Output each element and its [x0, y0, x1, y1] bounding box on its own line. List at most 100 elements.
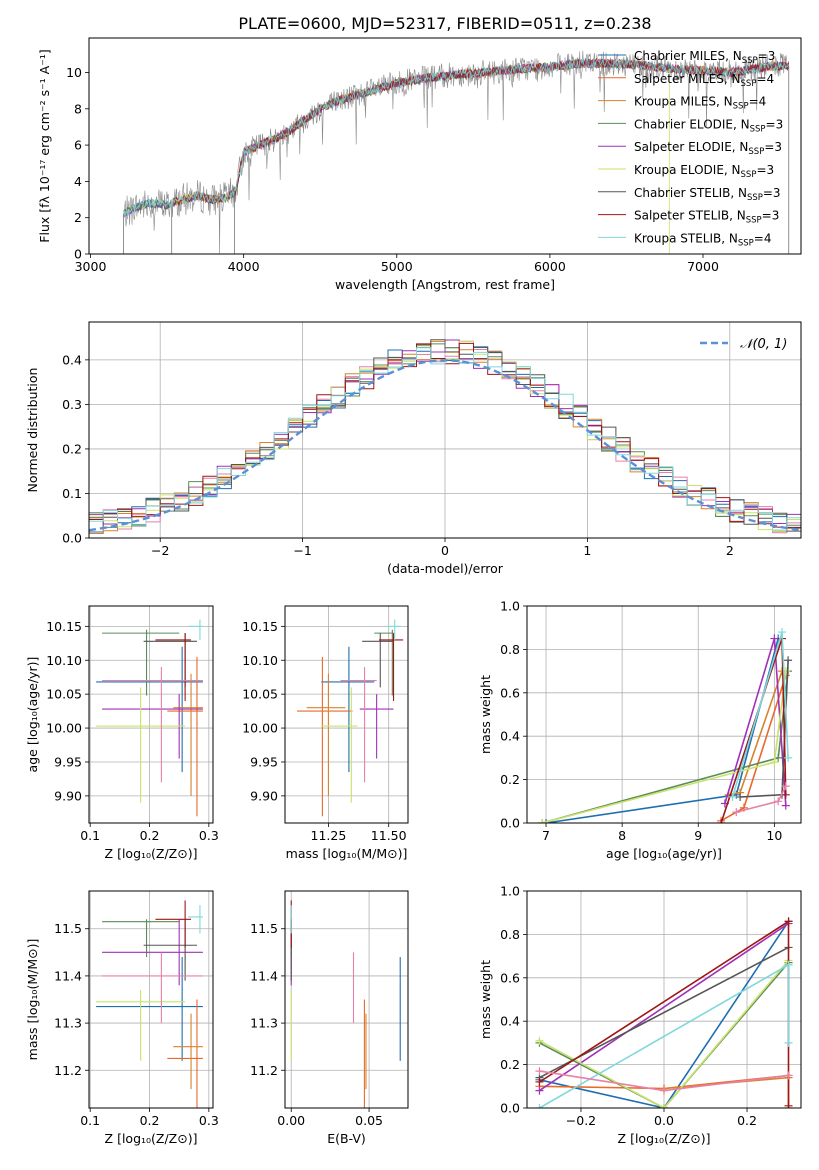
x-axis-label: (data-model)/error — [387, 561, 504, 576]
weight-line-5 — [539, 959, 790, 1108]
weight-line-3 — [541, 671, 789, 823]
y-tick-label: 10.00 — [46, 721, 82, 736]
weight-marker-8 — [784, 1038, 793, 1047]
weight-marker-6 — [784, 656, 793, 665]
x-axis-label: Z [log₁₀(Z/Z⊙)] — [105, 1131, 198, 1146]
x-tick-label: 0.1 — [80, 1113, 100, 1128]
y-tick-label: 0.2 — [500, 1057, 520, 1072]
x-tick-label: 0 — [441, 543, 449, 558]
weight-marker-5 — [660, 1104, 668, 1108]
weight-marker-7 — [781, 790, 790, 799]
y-tick-label: 8 — [74, 101, 82, 116]
weight-marker-7 — [717, 819, 726, 823]
y-axis-label: age [log₁₀(age/yr)] — [25, 657, 40, 773]
panel-mass_vs_Z: 0.1 0.2 0.3 11.2 11.3 11.4 11.5 Z [log₁₀(Z/Z⊙)]… — [25, 890, 219, 1146]
plot-area — [527, 891, 801, 1108]
y-tick-label: 0.8 — [500, 642, 520, 657]
panel-residuals: −2 −1 0 1 2 0.0 0.1 0.2 0.3 0.4 (data-model)/error… — [25, 321, 802, 576]
weight-marker-9 — [774, 797, 783, 806]
weight-marker-8 — [728, 792, 737, 801]
legend-entry: Chabrier ELODIE, NSSP=3 — [634, 117, 783, 134]
y-tick-label: 0.2 — [62, 441, 82, 456]
x-tick-label: 0.2 — [140, 828, 160, 843]
plot-area — [527, 606, 801, 823]
legend: Chabrier MILES, NSSP=3 Salpeter MILES, NS… — [598, 49, 783, 248]
weight-marker-8 — [535, 1104, 544, 1108]
x-tick-label: 0.1 — [80, 828, 100, 843]
weight-marker-0 — [542, 819, 551, 823]
panel-spectrum: 3000 4000 5000 6000 7000 0 2 4 6 8 10 wavelength [A… — [37, 37, 802, 292]
weight-marker-5 — [535, 1036, 544, 1045]
weight-marker-9 — [732, 808, 741, 817]
weight-marker-4 — [535, 1086, 544, 1095]
legend-entry: Kroupa MILES, NSSP=4 — [634, 95, 766, 112]
y-tick-label: 9.95 — [250, 754, 278, 769]
axes-frame — [88, 605, 214, 824]
y-tick-label: 1.0 — [500, 599, 520, 614]
y-tick-label: 4 — [74, 174, 82, 189]
plot-area — [89, 891, 213, 1108]
y-axis-label: Flux [fλ 10⁻¹⁷ erg cm⁻² s⁻¹ A⁻¹] — [37, 49, 52, 242]
weight-marker-9 — [660, 1086, 668, 1095]
y-tick-label: 0.8 — [500, 927, 520, 942]
weight-marker-9 — [784, 1071, 793, 1080]
y-tick-label: 0.1 — [62, 486, 82, 501]
x-tick-label: 0.3 — [199, 1113, 219, 1128]
legend-entry: 𝒩(0, 1) — [740, 337, 787, 352]
axes-frame — [88, 321, 802, 539]
plot-area — [89, 606, 213, 823]
x-tick-label: 8 — [618, 828, 626, 843]
panel-age_vs_mass: 11.25 11.50 9.90 9.95 10.00 10.05 10.10 10.15 ma… — [242, 605, 409, 861]
y-tick-label: 0.6 — [500, 685, 520, 700]
y-tick-label: 11.5 — [54, 921, 82, 936]
panel-age_vs_Z: 0.1 0.2 0.3 9.90 9.95 10.00 10.05 10.10 10.15 Z [… — [25, 605, 219, 861]
x-tick-label: 0.00 — [277, 1113, 305, 1128]
weight-marker-8 — [777, 628, 786, 637]
weight-marker-5 — [538, 819, 547, 823]
x-tick-label: 0.2 — [737, 1113, 757, 1128]
x-tick-label: 0.3 — [199, 828, 219, 843]
y-tick-label: 0.3 — [62, 397, 82, 412]
weight-line-3 — [539, 962, 790, 1108]
weight-marker-7 — [535, 1077, 544, 1086]
axes-frame — [526, 605, 802, 824]
x-axis-label: age [log₁₀(age/yr)] — [606, 846, 722, 861]
y-tick-label: 0.0 — [62, 531, 82, 546]
y-axis-label: mass [log₁₀(M/M⊙)] — [25, 939, 40, 1061]
legend-entry: Kroupa STELIB, NSSP=4 — [634, 231, 772, 248]
weight-marker-7 — [784, 1101, 793, 1108]
panel-massweight_vs_Z: −0.2 0.0 0.2 0.0 0.2 0.4 0.6 0.8 1.0 Z [log₁₀(Z/Z… — [478, 884, 802, 1146]
normal-curve — [89, 359, 801, 532]
y-tick-label: 2 — [74, 210, 82, 225]
y-tick-label: 10.05 — [242, 687, 278, 702]
legend-entry: Salpeter STELIB, NSSP=3 — [634, 209, 779, 226]
y-tick-label: 10.00 — [242, 721, 278, 736]
x-tick-label: 2 — [726, 543, 734, 558]
y-tick-label: 0.4 — [62, 352, 82, 367]
weight-marker-5 — [770, 758, 779, 767]
weight-marker-8 — [784, 960, 793, 969]
legend-entry: Chabrier MILES, NSSP=3 — [634, 49, 775, 66]
weight-marker-8 — [784, 753, 793, 762]
x-tick-label: 7000 — [687, 259, 719, 274]
residual-histogram-8 — [89, 347, 801, 531]
y-tick-label: 0.2 — [500, 772, 520, 787]
legend-entry: Chabrier STELIB, NSSP=3 — [634, 186, 781, 203]
weight-marker-9 — [781, 782, 790, 791]
y-tick-label: 6 — [74, 138, 82, 153]
plot-area — [123, 50, 790, 254]
plot-area — [285, 606, 408, 823]
panel-mass_vs_ebv: 0.00 0.05 11.2 11.3 11.4 11.5 E(B-V) — [250, 890, 409, 1146]
y-tick-label: 11.2 — [54, 1063, 82, 1078]
x-tick-label: 9 — [694, 828, 702, 843]
y-tick-label: 10.15 — [46, 619, 82, 634]
y-axis-label: mass weight — [478, 675, 493, 754]
y-tick-label: 11.5 — [250, 921, 278, 936]
legend-entry: Salpeter MILES, NSSP=4 — [634, 72, 774, 89]
x-tick-label: 11.25 — [311, 828, 347, 843]
y-tick-label: 0 — [74, 247, 82, 262]
x-tick-label: 10 — [766, 828, 782, 843]
axes-frame — [88, 37, 802, 255]
x-tick-label: 7 — [542, 828, 550, 843]
model-spectrum-7 — [169, 57, 789, 206]
